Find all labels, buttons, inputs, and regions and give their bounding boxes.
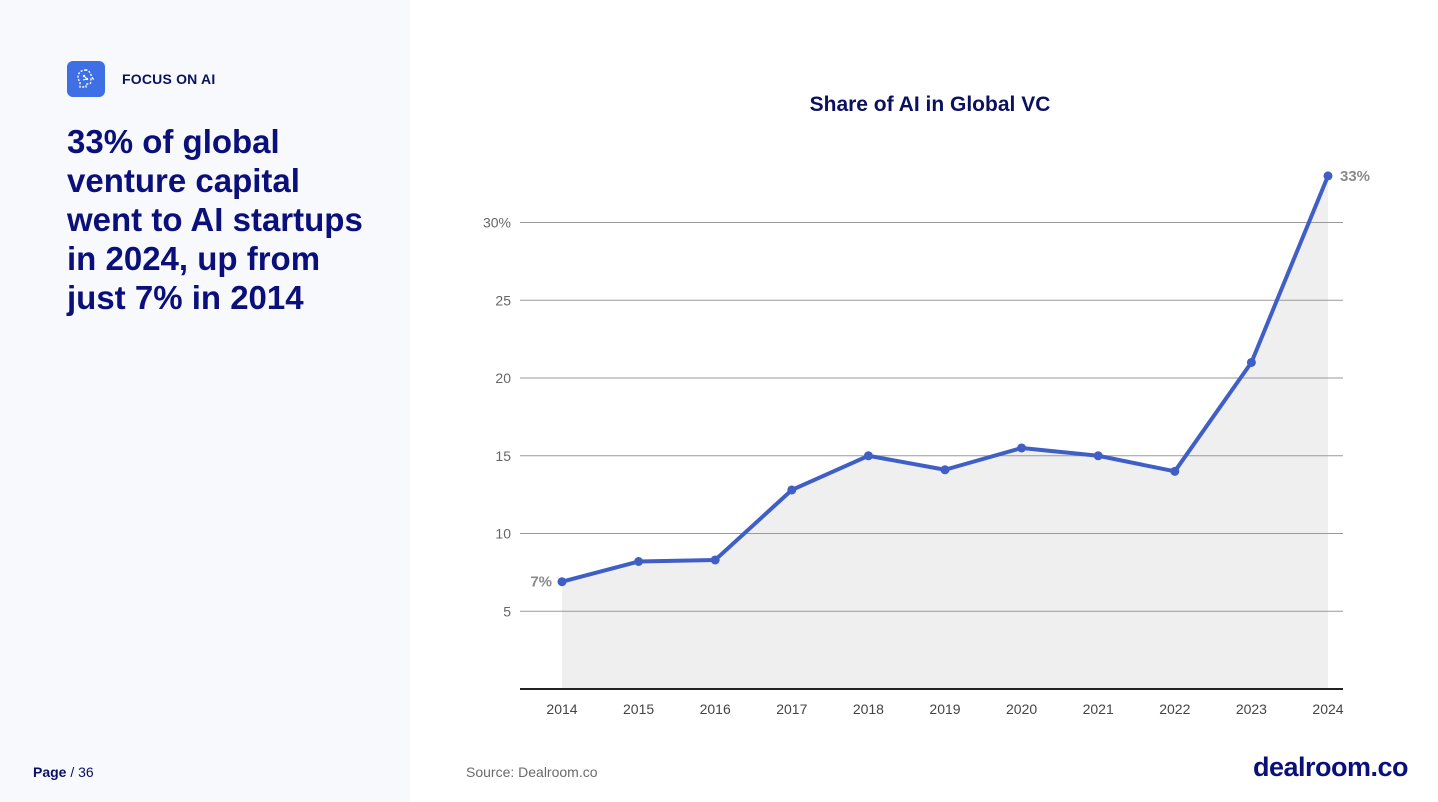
x-tick-label: 2014: [546, 701, 577, 717]
x-tick-label: 2024: [1312, 701, 1343, 717]
data-point: [1170, 466, 1180, 476]
data-point: [1093, 451, 1103, 461]
data-label: 7%: [530, 574, 552, 591]
y-tick-label: 15: [495, 448, 511, 464]
data-point: [1017, 443, 1027, 453]
y-tick-label: 30%: [483, 215, 511, 231]
brand-row: FOCUS ON AI: [67, 61, 215, 97]
brain-icon: [67, 61, 105, 97]
chart-title: Share of AI in Global VC: [810, 93, 1051, 116]
page-separator: /: [70, 764, 75, 780]
y-tick-label: 10: [495, 526, 511, 542]
page-number: Page / 36: [33, 764, 94, 780]
x-tick-label: 2023: [1236, 701, 1267, 717]
data-point: [557, 577, 567, 587]
y-tick-label: 20: [495, 370, 511, 386]
data-point: [634, 556, 644, 566]
y-tick-label: 25: [495, 292, 511, 308]
x-tick-label: 2022: [1159, 701, 1190, 717]
page-total: 36: [78, 764, 94, 780]
data-point: [940, 465, 950, 475]
x-tick-label: 2017: [776, 701, 807, 717]
source-note: Source: Dealroom.co: [466, 764, 598, 780]
data-label: 33%: [1340, 168, 1370, 185]
data-point: [863, 451, 873, 461]
x-tick-label: 2016: [700, 701, 731, 717]
data-point: [1246, 357, 1256, 367]
left-panel: FOCUS ON AI 33% of global venture capita…: [0, 0, 410, 802]
x-tick-label: 2015: [623, 701, 654, 717]
x-tick-label: 2018: [853, 701, 884, 717]
data-point: [787, 485, 797, 495]
y-tick-label: 5: [503, 603, 511, 619]
x-tick-label: 2020: [1006, 701, 1037, 717]
data-point: [710, 555, 720, 565]
x-tick-label: 2021: [1083, 701, 1114, 717]
line-area-chart: Share of AI in Global VC 5 10 15 20 25 30% 2014…: [483, 93, 1370, 717]
dealroom-logo: dealroom.co: [1252, 752, 1409, 782]
area-fill: [562, 175, 1328, 689]
section-label: FOCUS ON AI: [122, 71, 216, 87]
data-point: [1323, 171, 1333, 181]
x-tick-label: 2019: [929, 701, 960, 717]
page-label: Page: [33, 764, 67, 780]
headline: 33% of global venture capital went to AI…: [67, 123, 363, 316]
